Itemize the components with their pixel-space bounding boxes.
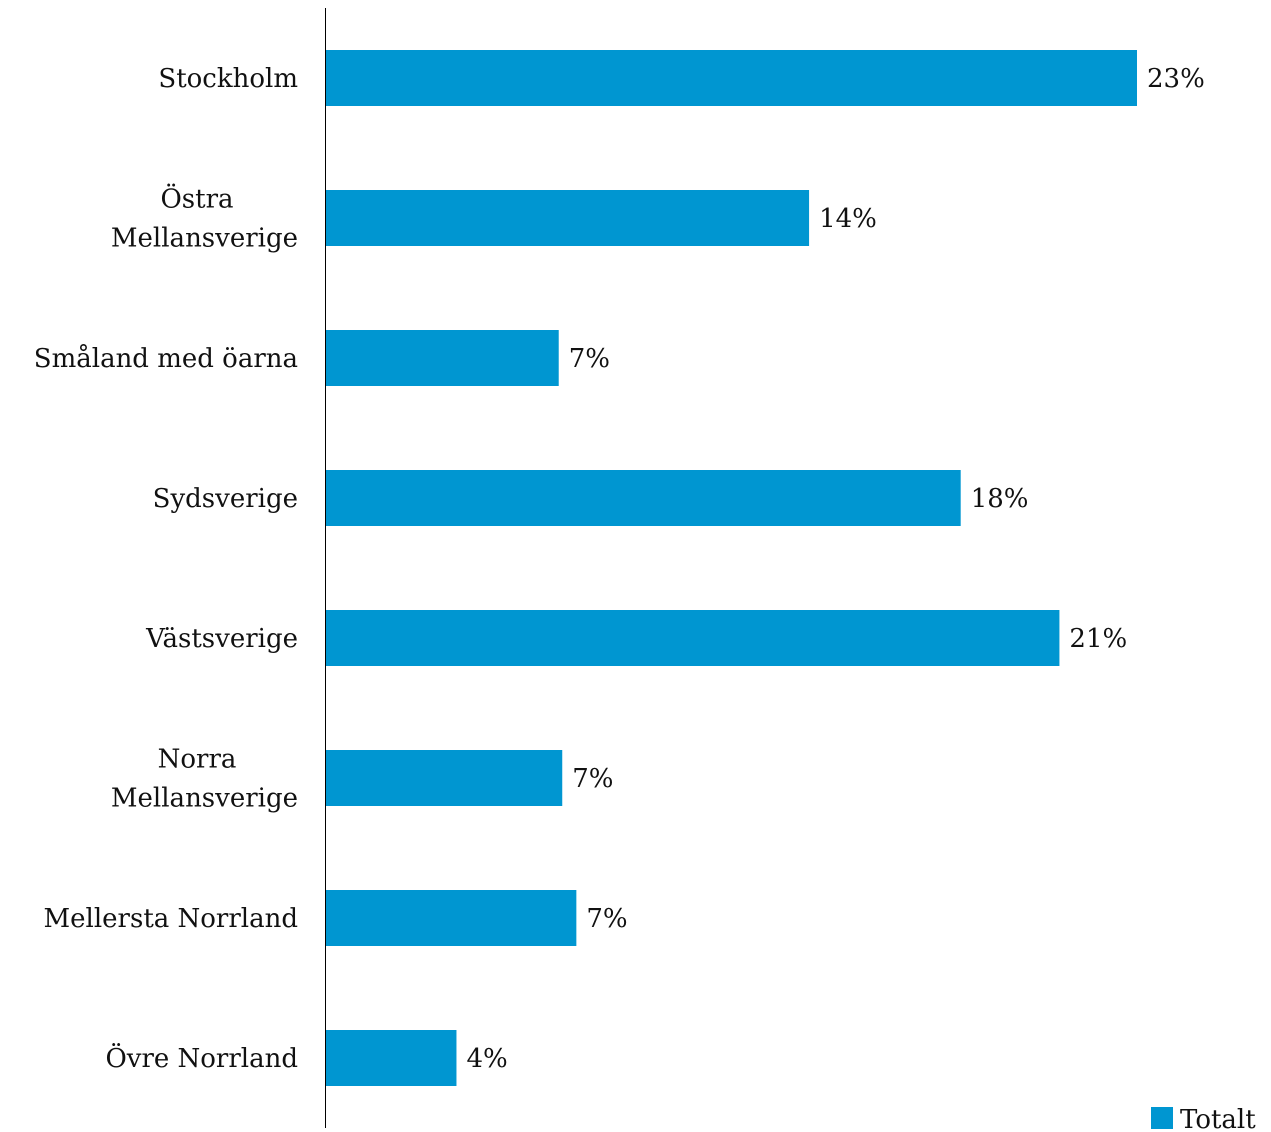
data-label-5: 21%: [1069, 624, 1127, 654]
category-label-7: Mellersta Norrland: [44, 904, 298, 934]
bars-layer: [326, 50, 1137, 1086]
bar-4: [326, 470, 961, 526]
bar-2: [326, 190, 810, 246]
data-labels: 23% 14% 7% 18% 21% 7% 7% 4%: [466, 64, 1204, 1074]
bar-8: [326, 1030, 457, 1086]
legend-swatch: [1151, 1107, 1173, 1129]
category-label-6: Norra Mellansverige: [111, 745, 298, 814]
data-label-6: 7%: [572, 764, 613, 794]
category-labels: Stockholm Östra Mellansverige Småland med ö…: [34, 64, 298, 1074]
category-label-8: Övre Norrland: [105, 1042, 298, 1074]
data-label-4: 18%: [971, 484, 1029, 514]
category-label-3: Småland med öarna: [34, 343, 298, 374]
bar-7: [326, 890, 577, 946]
category-label-2: Östra Mellansverige: [111, 183, 298, 254]
category-label-5: Västsverige: [145, 624, 298, 654]
bar-5: [326, 610, 1060, 666]
data-label-1: 23%: [1147, 64, 1205, 94]
data-label-2: 14%: [819, 204, 877, 234]
legend-label-totalt: Totalt: [1180, 1105, 1256, 1132]
category-label-1: Stockholm: [158, 64, 298, 94]
bar-6: [326, 750, 563, 806]
bar-3: [326, 330, 559, 386]
legend: Totalt: [1151, 1105, 1256, 1132]
data-label-8: 4%: [466, 1044, 507, 1074]
data-label-3: 7%: [569, 344, 610, 374]
category-label-4: Sydsverige: [153, 484, 298, 514]
bar-1: [326, 50, 1137, 106]
data-label-7: 7%: [586, 904, 627, 934]
